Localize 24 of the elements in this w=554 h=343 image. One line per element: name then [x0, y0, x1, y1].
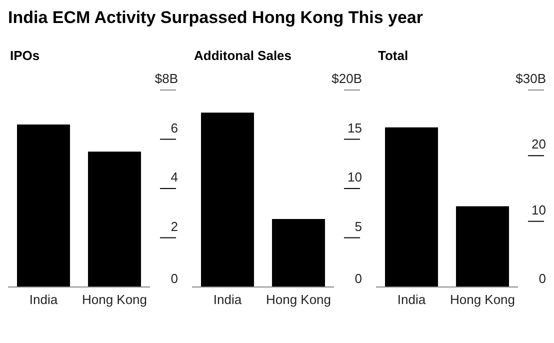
x-tick-label: India	[213, 292, 242, 308]
x-tick-label: Hong Kong	[266, 292, 332, 308]
y-tick-label: 10	[532, 202, 546, 218]
x-tick-label: India	[29, 292, 58, 308]
y-tick-label: 20	[532, 136, 546, 152]
x-tick-label: Hong Kong	[82, 292, 148, 308]
y-tick-label: 6	[170, 120, 178, 136]
y-tick-label: 0	[538, 271, 546, 286]
y-tick-label: $30B	[516, 71, 546, 86]
chart-subtitle: IPOs	[9, 48, 41, 65]
y-tick-label: 0	[354, 271, 362, 286]
x-tick-label: Hong Kong	[450, 292, 516, 308]
y-tick-label: 10	[348, 170, 362, 184]
y-tick-label: 5	[354, 218, 362, 234]
y-tick-label: $8B	[154, 71, 178, 86]
y-tick-label: 2	[170, 218, 178, 234]
x-tick-label: India	[397, 292, 426, 308]
y-tick-label: 4	[170, 170, 178, 184]
text: India ECM Activity Surpassed Hong Kong This year	[8, 8, 424, 29]
y-tick-label: 0	[170, 271, 178, 286]
y-tick-label: 15	[348, 120, 362, 136]
chart-subtitle: Total	[377, 48, 410, 65]
y-tick-label: $20B	[332, 71, 362, 86]
chart-subtitle: Additonal Sales	[193, 48, 293, 65]
